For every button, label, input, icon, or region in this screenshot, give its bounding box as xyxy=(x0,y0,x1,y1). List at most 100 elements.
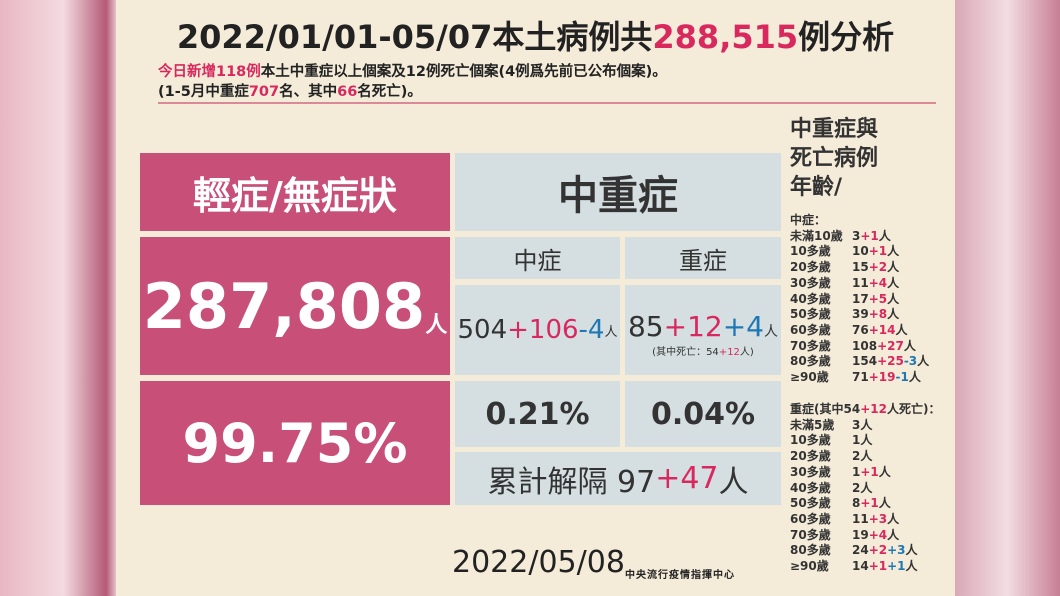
text-segment: 288,515 xyxy=(652,18,799,56)
age-row: 50多歲 8+1人 xyxy=(790,496,940,512)
moderate-value: 504 +106 -4 人 xyxy=(455,285,620,375)
text-segment: 人 xyxy=(878,228,891,243)
released: 累計解隔 97 +47 人 xyxy=(455,452,781,505)
text-segment: 707 xyxy=(248,84,280,100)
age-row: 30多歲 1+1人 xyxy=(790,465,940,481)
text-segment: 名死亡)。 xyxy=(357,84,422,100)
text-segment: 39 xyxy=(852,307,869,322)
text-segment: 人 xyxy=(887,275,900,290)
section-title: 中症： xyxy=(790,213,929,229)
age-row: 未滿10歲 3+1人 xyxy=(790,229,929,245)
text-segment: 76 xyxy=(852,322,869,337)
text-segment: +1 xyxy=(860,228,879,243)
age-row: 80多歲 24+2+3人 xyxy=(790,543,940,559)
text-segment: +1 xyxy=(860,464,879,479)
age-row: 30多歲 11+4人 xyxy=(790,276,929,292)
text-segment: 3 xyxy=(852,228,861,243)
text-segment: 中症： xyxy=(790,213,827,227)
text-segment: +4 xyxy=(868,275,888,290)
text-segment: +12 xyxy=(718,347,740,358)
text-segment: 11 xyxy=(852,275,869,290)
text-segment: +2 xyxy=(868,260,888,275)
text-segment: +8 xyxy=(868,307,888,322)
critical-label: 重症 xyxy=(625,237,781,279)
text-segment: 1人 xyxy=(852,433,873,448)
text-segment: 人 xyxy=(764,324,778,340)
age: 30多歲 xyxy=(790,464,831,479)
unit: 人 xyxy=(425,313,448,338)
age-row: 10多歲 10+1人 xyxy=(790,244,929,260)
text-segment: 人 xyxy=(887,527,900,542)
text-segment: 154 xyxy=(852,354,878,369)
critical-percent: 0.04% xyxy=(625,381,781,447)
age: 70多歲 xyxy=(790,338,831,353)
age-row: 70多歲 108+27人 xyxy=(790,339,929,355)
section-title: 重症(其中54+12人死亡)： xyxy=(790,402,940,418)
age-row: 40多歲 2人 xyxy=(790,481,940,497)
heading-line: 死亡病例 xyxy=(790,146,879,171)
text-segment: 人 xyxy=(908,370,921,385)
text-segment: +5 xyxy=(868,291,888,306)
critical-note: (其中死亡：54+12人) xyxy=(652,343,754,358)
moderate-percent: 0.21% xyxy=(455,381,620,447)
age-row: 10多歲 1人 xyxy=(790,433,940,449)
age: 40多歲 xyxy=(790,291,831,306)
text-segment: 2人 xyxy=(852,449,873,464)
text-segment: +47 xyxy=(655,461,719,496)
age-row: 70多歲 19+4人 xyxy=(790,528,940,544)
age: 30多歲 xyxy=(790,275,831,290)
age: 未滿10歲 xyxy=(790,228,843,243)
mild-percent: 99.75% xyxy=(140,381,450,505)
text-segment: 10 xyxy=(852,244,869,259)
text-segment: 108 xyxy=(852,338,878,353)
age: 80多歲 xyxy=(790,543,831,558)
age: 50多歲 xyxy=(790,307,831,322)
text-segment: +4 xyxy=(722,310,764,343)
footer-date: 2022/05/08 xyxy=(452,545,625,580)
text-segment: 重症(其中54 xyxy=(790,402,861,416)
text-segment: 人 xyxy=(903,338,916,353)
critical-value: 85+12+4人 xyxy=(628,310,778,343)
age: 20多歲 xyxy=(790,260,831,275)
text-segment: +3 xyxy=(887,543,906,558)
critical-cell: 85+12+4人 (其中死亡：54+12人) xyxy=(625,285,781,375)
age-row: 50多歲 39+8人 xyxy=(790,307,929,323)
text-segment: 人 xyxy=(878,464,891,479)
age-row: 未滿5歲 3人 xyxy=(790,418,940,434)
text-segment: 今日新增118例 xyxy=(158,64,261,80)
text-segment: 人 xyxy=(917,354,930,369)
text-segment: +14 xyxy=(868,322,896,337)
age-moderate: 中症： 未滿10歲 3+1人 10多歲 10+1人 20多歲 15+2人 30多歲 11+4人 4… xyxy=(790,213,929,386)
age: 60多歲 xyxy=(790,511,831,526)
age-heading: 中重症與 死亡病例 年齡/ xyxy=(790,115,878,202)
age: 10多歲 xyxy=(790,433,831,448)
footer-source: 中央流行疫情指揮中心 xyxy=(625,570,735,581)
text-segment: 14 xyxy=(852,559,869,574)
text-segment: 66 xyxy=(337,84,358,100)
severe-heading: 中重症 xyxy=(455,153,781,231)
text-segment: 人 xyxy=(878,496,891,511)
text-segment: 24 xyxy=(852,543,869,558)
age-row: 60多歲 11+3人 xyxy=(790,512,940,528)
text-segment: 19 xyxy=(852,527,869,542)
age: 未滿5歲 xyxy=(790,417,835,432)
age-row: 60多歲 76+14人 xyxy=(790,323,929,339)
text-segment: 11 xyxy=(852,511,869,526)
text-segment: +25 xyxy=(877,354,904,369)
text-segment: 人死亡)： xyxy=(886,402,941,416)
divider xyxy=(158,102,936,104)
text-segment: 15 xyxy=(852,260,869,275)
text-segment: 504 xyxy=(457,315,508,345)
text-segment: 人 xyxy=(887,511,900,526)
count: 287,808 xyxy=(142,269,426,343)
text-segment: 名、其中 xyxy=(279,84,338,100)
text-segment: 人 xyxy=(604,324,618,340)
age: 80多歲 xyxy=(790,354,831,369)
age: ≥90歲 xyxy=(790,559,829,574)
age-critical: 重症(其中54+12人死亡)： 未滿5歲 3人 10多歲 1人 20多歲 2人 30多歲 1+1… xyxy=(790,402,940,575)
text-segment: +19 xyxy=(868,370,896,385)
age-row: 40多歲 17+5人 xyxy=(790,292,929,308)
subtitle-line: (1-5月中重症707名、其中66名死亡)。 xyxy=(158,80,422,101)
text-segment: -3 xyxy=(903,354,918,369)
